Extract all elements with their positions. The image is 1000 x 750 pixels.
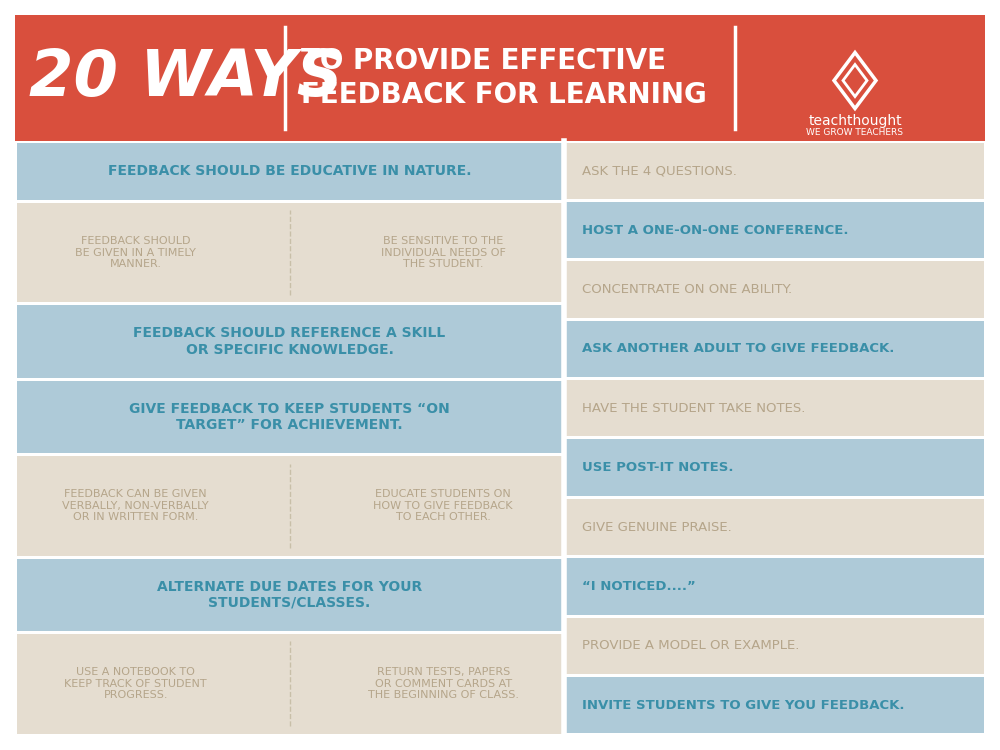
- Bar: [16, 381, 563, 453]
- Text: “I NOTICED....”: “I NOTICED....”: [582, 580, 696, 593]
- Text: TO PROVIDE EFFECTIVE
FEEDBACK FOR LEARNING: TO PROVIDE EFFECTIVE FEEDBACK FOR LEARNI…: [301, 46, 707, 110]
- Text: EDUCATE STUDENTS ON
HOW TO GIVE FEEDBACK
TO EACH OTHER.: EDUCATE STUDENTS ON HOW TO GIVE FEEDBACK…: [373, 489, 513, 523]
- Text: RETURN TESTS, PAPERS
OR COMMENT CARDS AT
THE BEGINNING OF CLASS.: RETURN TESTS, PAPERS OR COMMENT CARDS AT…: [368, 668, 519, 700]
- Text: ASK ANOTHER ADULT TO GIVE FEEDBACK.: ASK ANOTHER ADULT TO GIVE FEEDBACK.: [582, 343, 894, 355]
- Text: teachthought: teachthought: [808, 114, 902, 128]
- Text: ASK THE 4 QUESTIONS.: ASK THE 4 QUESTIONS.: [582, 164, 737, 177]
- Text: WE GROW TEACHERS: WE GROW TEACHERS: [806, 128, 904, 136]
- Text: HOST A ONE-ON-ONE CONFERENCE.: HOST A ONE-ON-ONE CONFERENCE.: [582, 224, 849, 236]
- Text: USE A NOTEBOOK TO
KEEP TRACK OF STUDENT
PROGRESS.: USE A NOTEBOOK TO KEEP TRACK OF STUDENT …: [64, 668, 207, 700]
- Bar: [566, 677, 984, 734]
- Bar: [16, 305, 563, 378]
- Text: USE POST-IT NOTES.: USE POST-IT NOTES.: [582, 461, 734, 474]
- Bar: [16, 142, 563, 200]
- Text: PROVIDE A MODEL OR EXAMPLE.: PROVIDE A MODEL OR EXAMPLE.: [582, 640, 799, 652]
- Bar: [566, 142, 984, 199]
- Text: GIVE GENUINE PRAISE.: GIVE GENUINE PRAISE.: [582, 520, 732, 533]
- Bar: [16, 634, 563, 734]
- Text: HAVE THE STUDENT TAKE NOTES.: HAVE THE STUDENT TAKE NOTES.: [582, 402, 805, 415]
- Bar: [16, 456, 563, 556]
- Text: BE SENSITIVE TO THE
INDIVIDUAL NEEDS OF
THE STUDENT.: BE SENSITIVE TO THE INDIVIDUAL NEEDS OF …: [381, 236, 506, 269]
- Bar: [566, 499, 984, 555]
- Text: INVITE STUDENTS TO GIVE YOU FEEDBACK.: INVITE STUDENTS TO GIVE YOU FEEDBACK.: [582, 699, 905, 712]
- Bar: [566, 380, 984, 436]
- Bar: [566, 202, 984, 258]
- Bar: [566, 440, 984, 496]
- Bar: [15, 15, 985, 141]
- Bar: [566, 261, 984, 318]
- Text: FEEDBACK CAN BE GIVEN
VERBALLY, NON-VERBALLY
OR IN WRITTEN FORM.: FEEDBACK CAN BE GIVEN VERBALLY, NON-VERB…: [62, 489, 209, 523]
- Bar: [16, 559, 563, 631]
- Bar: [566, 558, 984, 615]
- Text: CONCENTRATE ON ONE ABILITY.: CONCENTRATE ON ONE ABILITY.: [582, 283, 792, 296]
- Text: FEEDBACK SHOULD
BE GIVEN IN A TIMELY
MANNER.: FEEDBACK SHOULD BE GIVEN IN A TIMELY MAN…: [75, 236, 196, 269]
- Text: FEEDBACK SHOULD BE EDUCATIVE IN NATURE.: FEEDBACK SHOULD BE EDUCATIVE IN NATURE.: [108, 164, 471, 178]
- Text: GIVE FEEDBACK TO KEEP STUDENTS “ON
TARGET” FOR ACHIEVEMENT.: GIVE FEEDBACK TO KEEP STUDENTS “ON TARGE…: [129, 402, 450, 432]
- Bar: [566, 321, 984, 377]
- Text: 20 WAYS: 20 WAYS: [29, 47, 343, 109]
- Bar: [566, 618, 984, 674]
- Text: ALTERNATE DUE DATES FOR YOUR
STUDENTS/CLASSES.: ALTERNATE DUE DATES FOR YOUR STUDENTS/CL…: [157, 580, 422, 610]
- Bar: [16, 202, 563, 302]
- Text: FEEDBACK SHOULD REFERENCE A SKILL
OR SPECIFIC KNOWLEDGE.: FEEDBACK SHOULD REFERENCE A SKILL OR SPE…: [133, 326, 446, 356]
